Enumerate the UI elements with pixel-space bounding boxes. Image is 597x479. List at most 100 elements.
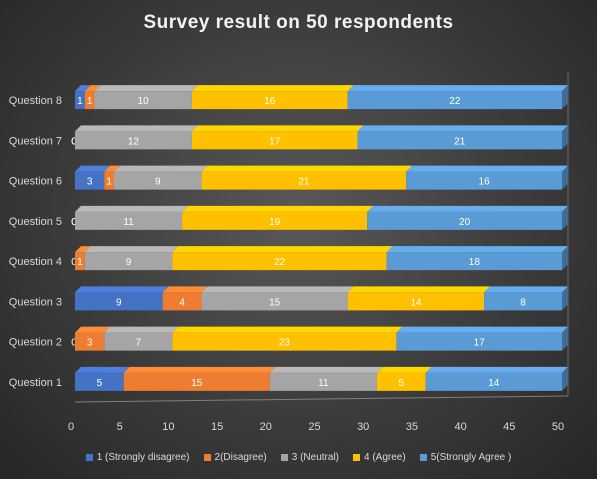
bar-segment [182, 205, 374, 230]
bar-segment [425, 366, 568, 391]
data-label: 7 [136, 338, 142, 349]
bar-segment [104, 326, 179, 351]
bar-segment [172, 246, 393, 271]
bar-segment [376, 366, 432, 391]
legend-swatch [353, 454, 361, 461]
bar-side-face [562, 246, 568, 271]
x-axis-line [74, 395, 569, 403]
y-tick-label: Question 5 [9, 216, 62, 228]
data-label: 11 [318, 378, 329, 389]
data-label: 5 [97, 378, 103, 389]
bar-segment [75, 125, 198, 150]
data-label: 9 [126, 257, 132, 268]
data-label: 9 [155, 177, 161, 188]
bar-side-face [562, 366, 568, 391]
bar-segment [75, 326, 111, 351]
legend-swatch [85, 454, 93, 461]
bar-segment [396, 326, 568, 351]
x-tick-label: 20 [260, 421, 272, 433]
x-tick-label: 25 [308, 421, 320, 433]
bar-side-face [562, 85, 568, 110]
data-label: 0 [71, 136, 77, 147]
y-tick-label: Question 4 [9, 256, 62, 268]
data-label: 20 [459, 217, 471, 228]
data-label: 22 [274, 257, 286, 268]
data-label: 21 [298, 177, 310, 188]
data-label: 3 [87, 177, 93, 188]
bar-segment [162, 286, 208, 311]
x-tick-label: 30 [357, 421, 369, 433]
bar-segment [406, 165, 568, 190]
bar-segment [84, 85, 101, 110]
y-tick-label: Question 1 [9, 377, 62, 389]
bar-segment [201, 165, 413, 190]
data-label: 0 [71, 257, 77, 268]
legend-swatch [280, 454, 288, 461]
chart-title: Survey result on 50 respondents [143, 12, 454, 33]
bar-segment [367, 205, 568, 230]
data-label: 15 [269, 297, 281, 308]
data-label: 1 [106, 177, 112, 188]
legend-label: 1 (Strongly disagree) [96, 452, 190, 463]
data-label: 9 [116, 297, 122, 308]
data-label: 1 [77, 257, 83, 268]
data-label: 19 [269, 217, 281, 228]
bar-side-face [562, 205, 568, 230]
data-label: 14 [410, 297, 422, 308]
data-label: 11 [123, 217, 134, 228]
bar-segment [123, 366, 276, 391]
data-label: 10 [138, 96, 150, 107]
legend: 1 (Strongly disagree) 2(Disagree) 3 (Neutr… [0, 452, 597, 463]
data-label: 16 [264, 96, 276, 107]
legend-swatch [419, 454, 427, 461]
bar-segment [75, 85, 91, 110]
x-tick-label: 50 [552, 421, 564, 433]
bar-segment [84, 246, 179, 271]
data-label: 0 [71, 217, 77, 228]
data-label: 0 [71, 136, 77, 147]
bar-side-face [562, 165, 568, 190]
data-label: 18 [469, 257, 481, 268]
legend-label: 4 (Agree) [364, 452, 406, 463]
x-tick-label: 0 [68, 421, 74, 433]
bar-segment [172, 326, 403, 351]
x-tick-label: 15 [211, 421, 223, 433]
data-label: 3 [87, 338, 93, 349]
y-tick-label: Question 7 [9, 135, 62, 147]
bar-side-face [562, 326, 568, 351]
data-label: 14 [488, 378, 500, 389]
legend-label: 5(Strongly Agree ) [430, 452, 512, 463]
data-label: 21 [454, 136, 466, 147]
bar-segment [191, 125, 364, 150]
bar-segment [75, 165, 111, 190]
x-tick-label: 40 [454, 421, 466, 433]
bar-segment [201, 286, 354, 311]
bar-segment [75, 366, 130, 391]
data-label: 22 [449, 96, 461, 107]
data-label: 15 [191, 378, 203, 389]
legend-item: 4 (Agree) [353, 452, 406, 463]
legend-item: 2(Disagree) [203, 452, 267, 463]
data-label: 16 [479, 177, 491, 188]
data-label: 4 [179, 297, 185, 308]
data-label: 0 [71, 338, 77, 349]
bar-segment [347, 85, 568, 110]
bar-segment [104, 165, 120, 190]
bar-segment [484, 286, 568, 311]
legend-item: 3 (Neutral) [280, 452, 340, 463]
data-label: 12 [128, 136, 140, 147]
legend-item: 5(Strongly Agree ) [419, 452, 512, 463]
data-label: 17 [474, 338, 486, 349]
bar-segment [269, 366, 383, 391]
bar-segment [347, 286, 491, 311]
x-tick-label: 45 [503, 421, 515, 433]
legend-label: 2(Disagree) [214, 452, 267, 463]
bar-segment [191, 85, 354, 110]
bar-side-face [562, 286, 568, 311]
x-tick-label: 10 [162, 421, 174, 433]
legend-label: 3 (Neutral) [291, 452, 340, 463]
bar-segment [357, 125, 568, 150]
legend-swatch [203, 454, 211, 461]
data-label: 0 [71, 217, 77, 228]
